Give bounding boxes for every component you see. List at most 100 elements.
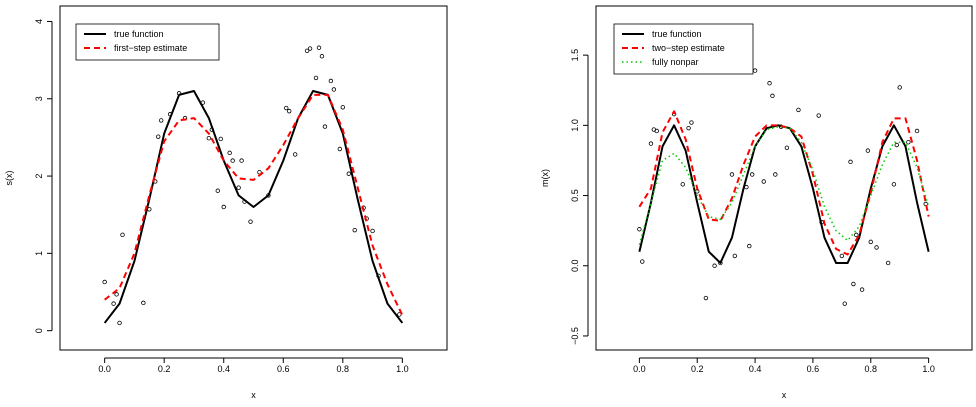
data-point (842, 301, 847, 306)
y-tick-label: 4 (34, 19, 44, 24)
legend-label: true function (114, 29, 164, 39)
data-point (732, 253, 738, 259)
x-tick-label: 0.6 (807, 364, 820, 374)
data-point (248, 219, 253, 224)
data-point (319, 54, 325, 59)
data-point (761, 179, 766, 184)
data-point (111, 301, 116, 306)
data-point (230, 158, 235, 163)
data-point (703, 295, 709, 301)
series-line-dashed (638, 110, 930, 256)
series-line-solid (103, 90, 404, 324)
x-tick-label: 0.4 (217, 364, 230, 374)
data-point (839, 253, 845, 259)
data-point (120, 232, 125, 238)
data-point (236, 185, 241, 190)
data-point (897, 85, 902, 90)
data-point (218, 136, 223, 142)
data-point (239, 158, 244, 163)
data-point (117, 320, 122, 326)
plot-frame (595, 5, 973, 351)
data-point (215, 188, 220, 193)
y-axis-title: m(x) (540, 169, 550, 187)
series-line-dashed (104, 93, 404, 316)
y-tick-label: 1.0 (570, 119, 580, 132)
y-tick-label: 0.0 (570, 259, 580, 272)
data-point (159, 118, 164, 123)
data-point (914, 128, 920, 134)
data-point (114, 292, 119, 297)
data-point (752, 68, 758, 73)
y-tick-label: 3 (34, 96, 44, 101)
right-plot-panel: 0.0 0.2 0.4 0.6 0.8 1.0 −0.5 0.0 0.5 1.0 1.5 x m(x) t… (540, 5, 973, 400)
data-point (206, 135, 212, 141)
data-point (352, 227, 357, 233)
y-tick-label: −0.5 (570, 327, 580, 345)
data-point (689, 120, 694, 125)
data-point (796, 107, 801, 113)
data-point (141, 300, 146, 306)
data-point (313, 75, 319, 81)
legend-label: first−step estimate (114, 43, 187, 53)
data-point (784, 145, 790, 151)
data-point (747, 243, 752, 249)
data-point (331, 87, 337, 92)
y-tick-label: 1 (34, 251, 44, 256)
data-point (316, 45, 322, 50)
data-point (640, 259, 645, 264)
x-tick-label: 0.8 (865, 364, 878, 374)
y-tick-label: 0.5 (570, 189, 580, 202)
data-point (885, 260, 891, 266)
data-point (292, 152, 298, 157)
data-point (637, 227, 642, 232)
x-axis-title: x (782, 390, 787, 400)
data-point (227, 150, 232, 156)
legend-label: true function (652, 29, 702, 39)
data-point (859, 287, 865, 292)
data-point (322, 124, 328, 129)
legend-label: two−step estimate (652, 43, 725, 53)
x-tick-label: 1.0 (396, 364, 409, 374)
data-point (729, 172, 735, 177)
x-tick-label: 0.8 (337, 364, 350, 374)
x-tick-label: 0.6 (277, 364, 290, 374)
y-tick-label: 1.5 (570, 49, 580, 62)
y-tick-label: 2 (34, 174, 44, 179)
data-point (816, 113, 821, 118)
data-point (868, 239, 873, 245)
x-tick-label: 0.2 (691, 364, 704, 374)
data-point (340, 105, 346, 110)
left-plot-panel: 0.0 0.2 0.4 0.6 0.8 1.0 0 1 2 3 4 x s(x) true functio… (4, 5, 448, 400)
data-point (712, 263, 717, 268)
data-point (865, 148, 871, 153)
data-point (654, 128, 659, 134)
x-axis-title: x (251, 390, 256, 400)
data-point (370, 228, 375, 234)
series-line-solid (638, 124, 930, 264)
y-tick-label: 0 (34, 328, 44, 333)
data-point (328, 78, 334, 84)
data-point (874, 245, 879, 250)
data-point (307, 46, 313, 51)
data-point (680, 182, 685, 187)
x-tick-label: 0.0 (633, 364, 646, 374)
data-point (894, 142, 899, 148)
series-line-dotted (638, 126, 930, 245)
x-tick-label: 0.2 (158, 364, 171, 374)
data-point (906, 139, 911, 145)
x-tick-label: 0.0 (98, 364, 111, 374)
x-tick-label: 0.4 (749, 364, 762, 374)
plot-frame (59, 5, 448, 351)
y-axis-title: s(x) (4, 171, 14, 186)
data-point (848, 159, 853, 165)
data-point (767, 81, 772, 86)
data-point (854, 232, 859, 238)
data-point (156, 134, 161, 139)
data-point (284, 105, 289, 111)
data-point (749, 172, 755, 177)
data-point (221, 204, 226, 210)
x-tick-label: 1.0 (922, 364, 935, 374)
data-point (304, 48, 310, 54)
data-point (346, 171, 351, 176)
